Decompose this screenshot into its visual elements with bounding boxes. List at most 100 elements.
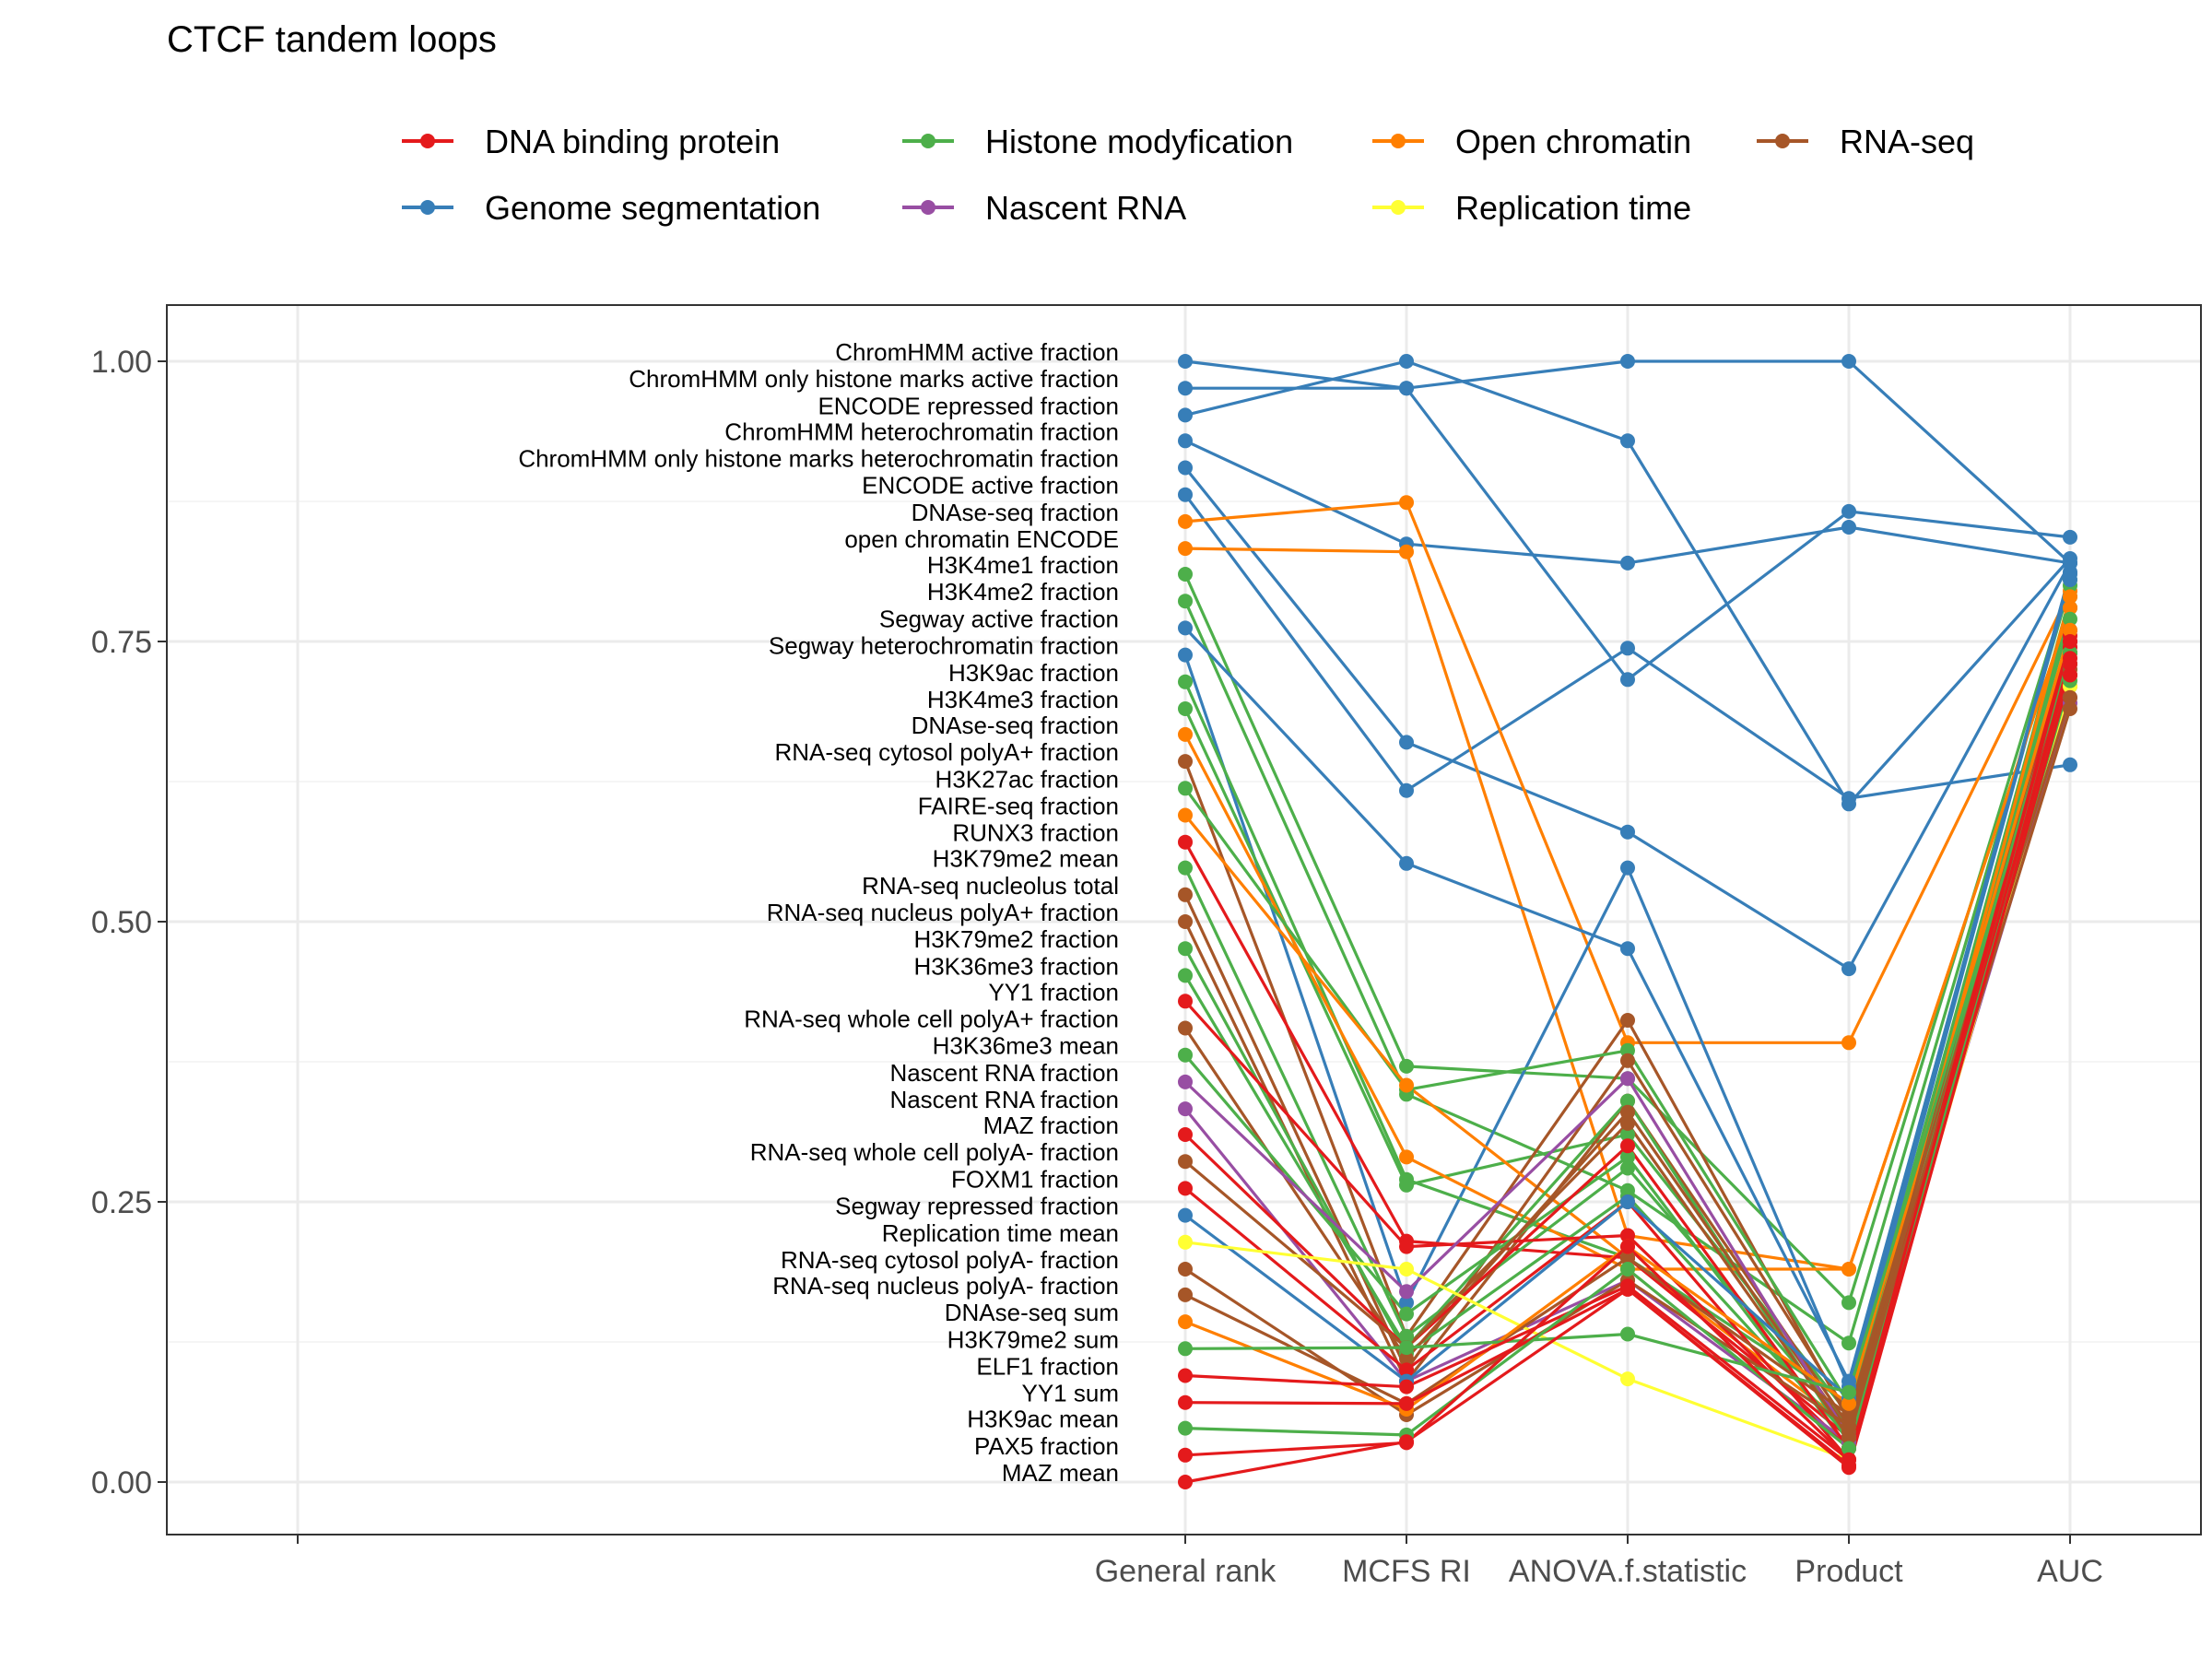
data-point-14-0	[1178, 726, 1193, 742]
data-point-24-2	[1620, 1228, 1635, 1243]
data-point-13-0	[1178, 701, 1193, 716]
feature-label-25: RNA-seq whole cell polyA+ fraction	[744, 1006, 1119, 1033]
data-point-37-3	[1841, 1384, 1856, 1400]
data-point-24-1	[1399, 1239, 1414, 1254]
data-point-26-1	[1399, 1306, 1414, 1322]
data-point-5-1	[1399, 782, 1414, 798]
x-tick-label-3: Product	[1794, 1554, 1903, 1589]
feature-label-19: H3K79me2 mean	[933, 845, 1119, 873]
data-point-32-2	[1620, 1194, 1635, 1209]
data-point-5-4	[2063, 757, 2077, 772]
x-axis: General rank MCFS RI ANOVA.f.statistic Prod…	[297, 1535, 2103, 1589]
data-point-17-1	[1399, 1077, 1414, 1093]
feature-label-32: Segway repressed fraction	[835, 1193, 1119, 1220]
feature-label-31: FOXM1 fraction	[951, 1165, 1119, 1193]
data-point-33-2	[1620, 1371, 1635, 1387]
data-point-27-1	[1399, 1284, 1414, 1300]
x-tick-label-2: ANOVA.f.statistic	[1509, 1554, 1747, 1589]
feature-label-28: Nascent RNA fraction	[889, 1086, 1119, 1113]
data-point-4-0	[1178, 460, 1193, 476]
data-point-1-4	[2063, 529, 2077, 545]
legend-label-5: Replication time	[1455, 189, 1691, 227]
data-point-10-0	[1178, 620, 1193, 636]
y-tick-label-3: 0.75	[91, 625, 152, 660]
data-point-41-4	[2063, 634, 2077, 649]
data-point-36-4	[2063, 622, 2077, 638]
data-point-21-0	[1178, 914, 1193, 929]
feature-label-5: ENCODE active fraction	[862, 472, 1119, 500]
data-point-42-4	[2063, 667, 2077, 683]
data-point-6-0	[1178, 513, 1193, 529]
data-point-23-0	[1178, 968, 1193, 983]
data-point-37-1	[1399, 1340, 1414, 1356]
y-tick-label-2: 0.50	[91, 905, 152, 940]
data-point-42-2	[1620, 1281, 1635, 1297]
feature-label-3: ChromHMM heterochromatin fraction	[724, 418, 1119, 445]
data-point-7-0	[1178, 541, 1193, 557]
data-point-14-1	[1399, 1149, 1414, 1165]
data-point-42-1	[1399, 1434, 1414, 1450]
legend-key-point-5	[1391, 200, 1406, 215]
feature-label-38: ELF1 fraction	[976, 1353, 1119, 1381]
feature-label-2: ENCODE repressed fraction	[818, 392, 1119, 419]
data-point-12-0	[1178, 674, 1193, 689]
data-point-39-0	[1178, 1394, 1193, 1410]
data-point-36-0	[1178, 1314, 1193, 1330]
feature-label-23: H3K36me3 fraction	[913, 952, 1119, 980]
data-point-1-3	[1841, 503, 1856, 519]
feature-label-42: MAZ mean	[1002, 1459, 1119, 1487]
data-point-17-0	[1178, 807, 1193, 823]
feature-label-13: H3K4me3 fraction	[927, 686, 1119, 713]
data-point-32-4	[2063, 564, 2077, 580]
legend-key-point-1	[420, 200, 435, 215]
data-point-3-0	[1178, 433, 1193, 449]
data-point-39-4	[2063, 651, 2077, 666]
x-tick-label-4: AUC	[2037, 1554, 2103, 1589]
feature-label-4: ChromHMM only histone marks heterochroma…	[518, 445, 1119, 473]
data-point-37-0	[1178, 1341, 1193, 1357]
data-point-25-1	[1399, 1351, 1414, 1367]
legend-key-point-0	[420, 134, 435, 148]
legend-label-6: RNA-seq	[1840, 123, 1974, 160]
feature-label-15: RNA-seq cytosol polyA+ fraction	[774, 738, 1119, 766]
feature-label-29: MAZ fraction	[983, 1112, 1119, 1139]
data-point-25-2	[1620, 1104, 1635, 1120]
data-point-35-4	[2063, 689, 2077, 705]
feature-label-0: ChromHMM active fraction	[835, 338, 1119, 366]
feature-label-20: RNA-seq nucleolus total	[862, 872, 1119, 900]
y-tick-label-0: 0.00	[91, 1465, 152, 1500]
data-point-27-2	[1620, 1071, 1635, 1087]
data-point-33-1	[1399, 1262, 1414, 1277]
data-point-40-3	[1841, 1441, 1856, 1456]
data-point-34-4	[2063, 701, 2077, 716]
data-point-2-1	[1399, 354, 1414, 369]
feature-label-27: Nascent RNA fraction	[889, 1059, 1119, 1087]
data-point-30-2	[1620, 1115, 1635, 1131]
feature-label-37: H3K79me2 sum	[947, 1325, 1119, 1353]
legend-key-point-3	[921, 200, 935, 215]
data-point-35-0	[1178, 1287, 1193, 1302]
legend-label-0: DNA binding protein	[485, 123, 780, 160]
feature-label-17: FAIRE-seq fraction	[918, 793, 1119, 820]
data-point-4-2	[1620, 824, 1635, 840]
data-point-20-2	[1620, 1053, 1635, 1068]
feature-label-22: H3K79me2 fraction	[913, 925, 1119, 953]
feature-label-10: Segway active fraction	[879, 605, 1119, 632]
data-point-41-2	[1620, 1239, 1635, 1254]
data-point-8-0	[1178, 567, 1193, 582]
data-point-30-3	[1841, 1430, 1856, 1445]
data-point-31-1	[1399, 1362, 1414, 1378]
legend-key-point-2	[921, 134, 935, 148]
data-point-38-0	[1178, 1368, 1193, 1383]
data-point-17-4	[2063, 589, 2077, 605]
data-point-19-2	[1620, 1160, 1635, 1176]
data-point-31-0	[1178, 1181, 1193, 1196]
data-point-8-1	[1399, 1058, 1414, 1074]
feature-label-11: Segway heterochromatin fraction	[769, 632, 1119, 660]
feature-label-1: ChromHMM only histone marks active fract…	[629, 365, 1119, 393]
data-point-20-0	[1178, 887, 1193, 902]
data-point-16-4	[2063, 611, 2077, 627]
data-point-25-0	[1178, 1020, 1193, 1036]
data-point-8-3	[1841, 1295, 1856, 1311]
